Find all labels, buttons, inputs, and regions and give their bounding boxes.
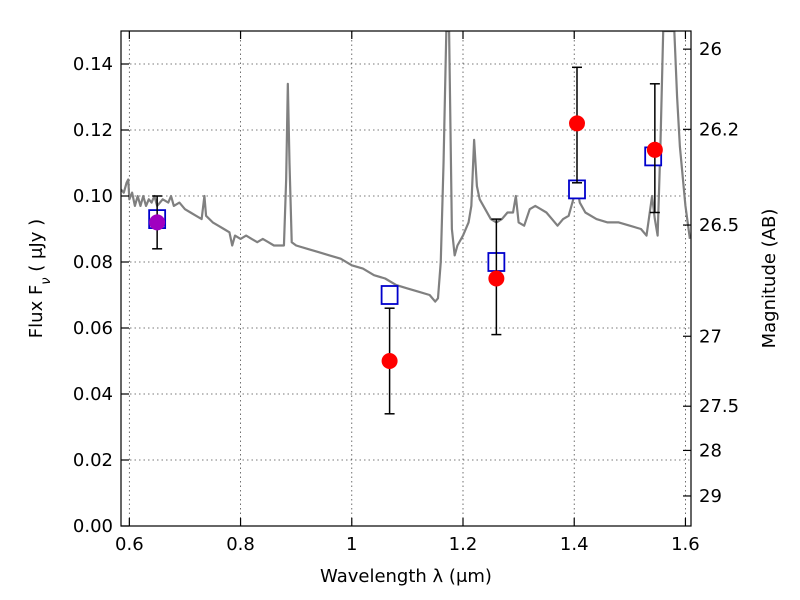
grid-layer — [121, 31, 691, 527]
y2-tick-label: 26.5 — [699, 215, 739, 236]
y-axis-title: Flux Fν ( μJy ) — [26, 219, 54, 338]
y-tick-label: 0.06 — [73, 318, 113, 339]
y-axis-title-unit: ( μJy ) — [26, 219, 47, 278]
plot-area — [121, 31, 691, 415]
observed-flux-point — [381, 353, 398, 369]
y-tick-label: 0.08 — [73, 252, 113, 273]
y2-tick-label: 27 — [699, 326, 722, 347]
y2-tick-label: 26.2 — [699, 119, 739, 140]
y-axis-title-main: Flux F — [26, 285, 47, 339]
model-band-marker — [380, 285, 399, 305]
y2-tick-label: 28 — [699, 440, 722, 461]
observed-flux-point — [569, 115, 585, 132]
y-tick-label: 0.04 — [73, 384, 113, 405]
x-tick-label: 0.6 — [115, 534, 144, 555]
y-axis-title-subscript: ν — [39, 277, 54, 284]
model-spectrum-line — [121, 31, 691, 303]
plot-frame — [120, 30, 692, 527]
observed-flux-point — [149, 214, 166, 231]
y2-tick-label: 26 — [699, 39, 722, 60]
y2-tick-label: 27.5 — [699, 396, 739, 417]
y-tick-label: 0.10 — [73, 186, 113, 207]
x-tick-label: 1.4 — [560, 534, 589, 555]
x-axis-title: Wavelength λ (μm) — [320, 566, 492, 587]
x-tick-label: 1.2 — [449, 534, 478, 555]
y-tick-label: 0.00 — [73, 516, 113, 537]
observed-flux-point — [646, 141, 663, 158]
y2-tick-label: 29 — [699, 486, 722, 507]
y2-axis-title: Magnitude (AB) — [759, 209, 780, 349]
observed-flux-point — [488, 270, 505, 287]
y-tick-label: 0.14 — [73, 54, 113, 75]
y-tick-label: 0.02 — [73, 450, 113, 471]
y-tick-label: 0.12 — [73, 120, 113, 141]
x-tick-label: 1.6 — [671, 534, 700, 555]
x-tick-label: 1 — [346, 534, 357, 555]
x-tick-label: 0.8 — [226, 534, 255, 555]
axes-layer: 0.6 0.8 1 1.2 1.4 1.6 0.00 0.02 0.04 0.06 0.08 0.10… — [73, 30, 739, 555]
